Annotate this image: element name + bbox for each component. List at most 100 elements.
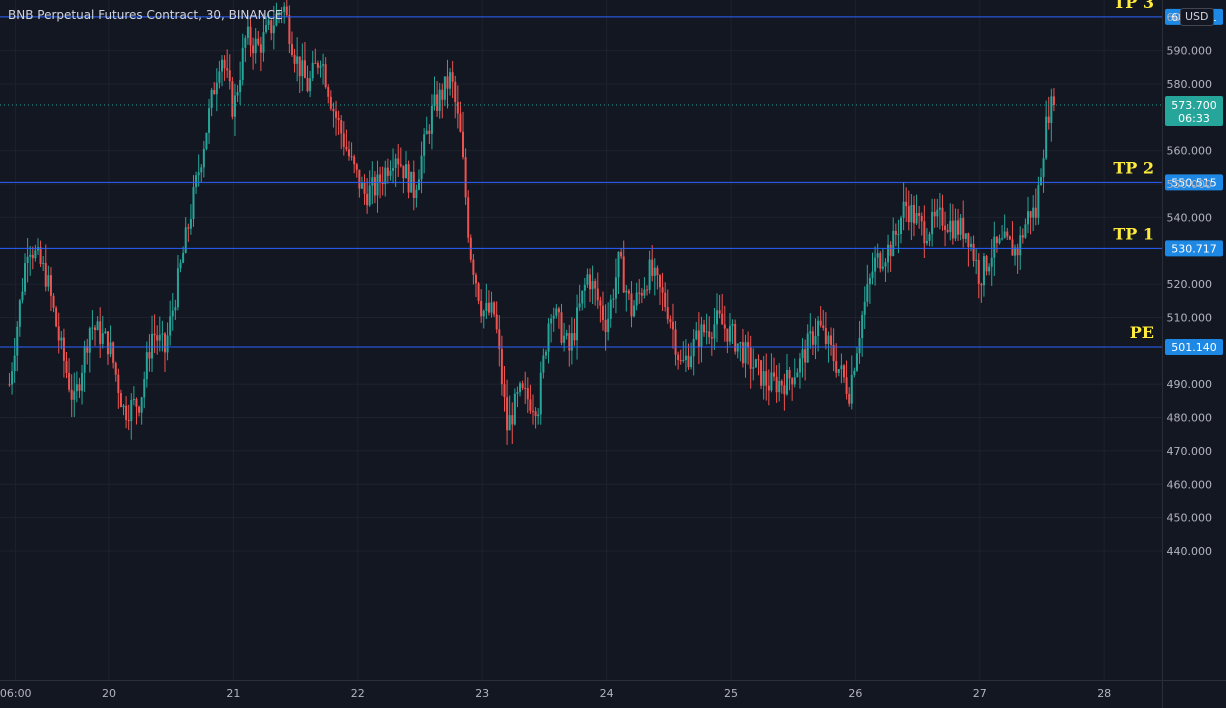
candle-body [360, 183, 363, 189]
candle-body [555, 308, 558, 316]
candle-body [529, 399, 532, 411]
candle-body [386, 167, 389, 176]
candle-body [713, 324, 716, 339]
candle-body [511, 415, 514, 425]
candle-body [114, 362, 117, 375]
candle-body [342, 133, 345, 147]
candle-body [892, 230, 895, 257]
candle-body [723, 324, 726, 329]
candle-body [625, 290, 628, 293]
candle-body [39, 247, 42, 264]
candle-body [586, 274, 589, 285]
candle-body [1001, 238, 1004, 240]
candle-body [1006, 231, 1009, 237]
candle-body [1047, 116, 1050, 123]
candle-body [576, 307, 579, 341]
candle-body [565, 333, 568, 336]
candle-body [635, 292, 638, 306]
y-tick-label: 550.000 [1167, 178, 1213, 191]
y-tick-label: 590.000 [1167, 45, 1213, 58]
candle-body [176, 268, 179, 308]
candle-body [174, 307, 177, 311]
candle-body [552, 315, 555, 319]
currency-button[interactable]: USD [1180, 8, 1214, 26]
candle-body [104, 331, 107, 334]
candle-body [980, 283, 983, 286]
candle-body [671, 321, 674, 330]
candle-body [233, 95, 236, 117]
y-tick-label: 490.000 [1167, 378, 1213, 391]
candle-body [933, 211, 936, 217]
candle-body [951, 220, 954, 239]
candle-body [197, 172, 200, 176]
candle-body [858, 338, 861, 354]
candle-body [542, 355, 545, 373]
candle-body [907, 206, 910, 223]
candle-body [814, 336, 817, 345]
candle-body [879, 253, 882, 269]
candle-body [578, 303, 581, 308]
candle-body [832, 344, 835, 362]
candle-body [340, 120, 343, 134]
candle-body [363, 183, 366, 194]
candle-body [936, 209, 939, 217]
candle-body [153, 333, 156, 336]
candle-body [677, 354, 680, 361]
candle-body [969, 243, 972, 247]
candle-body [81, 372, 84, 391]
candle-body [1014, 247, 1017, 256]
candle-body [557, 308, 560, 313]
candle-body [1050, 96, 1053, 123]
candle-body [355, 164, 358, 170]
candle-body [845, 377, 848, 394]
candle-body [848, 393, 851, 404]
candle-body [290, 43, 293, 55]
candle-body [596, 288, 599, 301]
candle-body [384, 167, 387, 184]
candle-body [350, 156, 353, 158]
candle-body [303, 60, 306, 78]
candle-body [138, 406, 141, 413]
last-price-countdown: 06:33 [1178, 112, 1210, 125]
candle-body [353, 156, 356, 165]
candle-body [853, 370, 856, 375]
y-tick-label: 470.000 [1167, 445, 1213, 458]
candle-body [127, 419, 130, 422]
candle-body [78, 384, 81, 391]
candle-body [327, 87, 330, 97]
level-price-label: 550.515 [1171, 176, 1217, 189]
candle-body [495, 314, 498, 330]
candle-body [99, 321, 102, 344]
candle-body [179, 262, 182, 269]
candle-body [716, 310, 719, 325]
candle-body [498, 329, 501, 349]
candle-body [985, 256, 988, 272]
candle-body [21, 291, 24, 301]
candle-body [117, 374, 120, 394]
candle-body [223, 59, 226, 69]
candle-body [788, 370, 791, 379]
candle-body [682, 359, 685, 361]
candle-body [868, 277, 871, 285]
candle-body [531, 410, 534, 412]
candle-body [669, 319, 672, 322]
candle-body [96, 321, 99, 330]
candle-body [651, 259, 654, 276]
candle-body [280, 11, 283, 13]
candle-body [690, 356, 693, 368]
candle-body [332, 108, 335, 112]
candle-body [944, 225, 947, 230]
candle-body [938, 207, 941, 210]
candle-body [210, 89, 213, 109]
candle-body [589, 274, 592, 290]
candle-body [322, 64, 325, 66]
candle-body [345, 146, 348, 150]
candle-body [601, 305, 604, 320]
candle-body [1042, 158, 1045, 178]
candle-body [946, 229, 949, 232]
candle-body [581, 290, 584, 304]
candle-body [866, 284, 869, 302]
candle-body [296, 56, 299, 64]
